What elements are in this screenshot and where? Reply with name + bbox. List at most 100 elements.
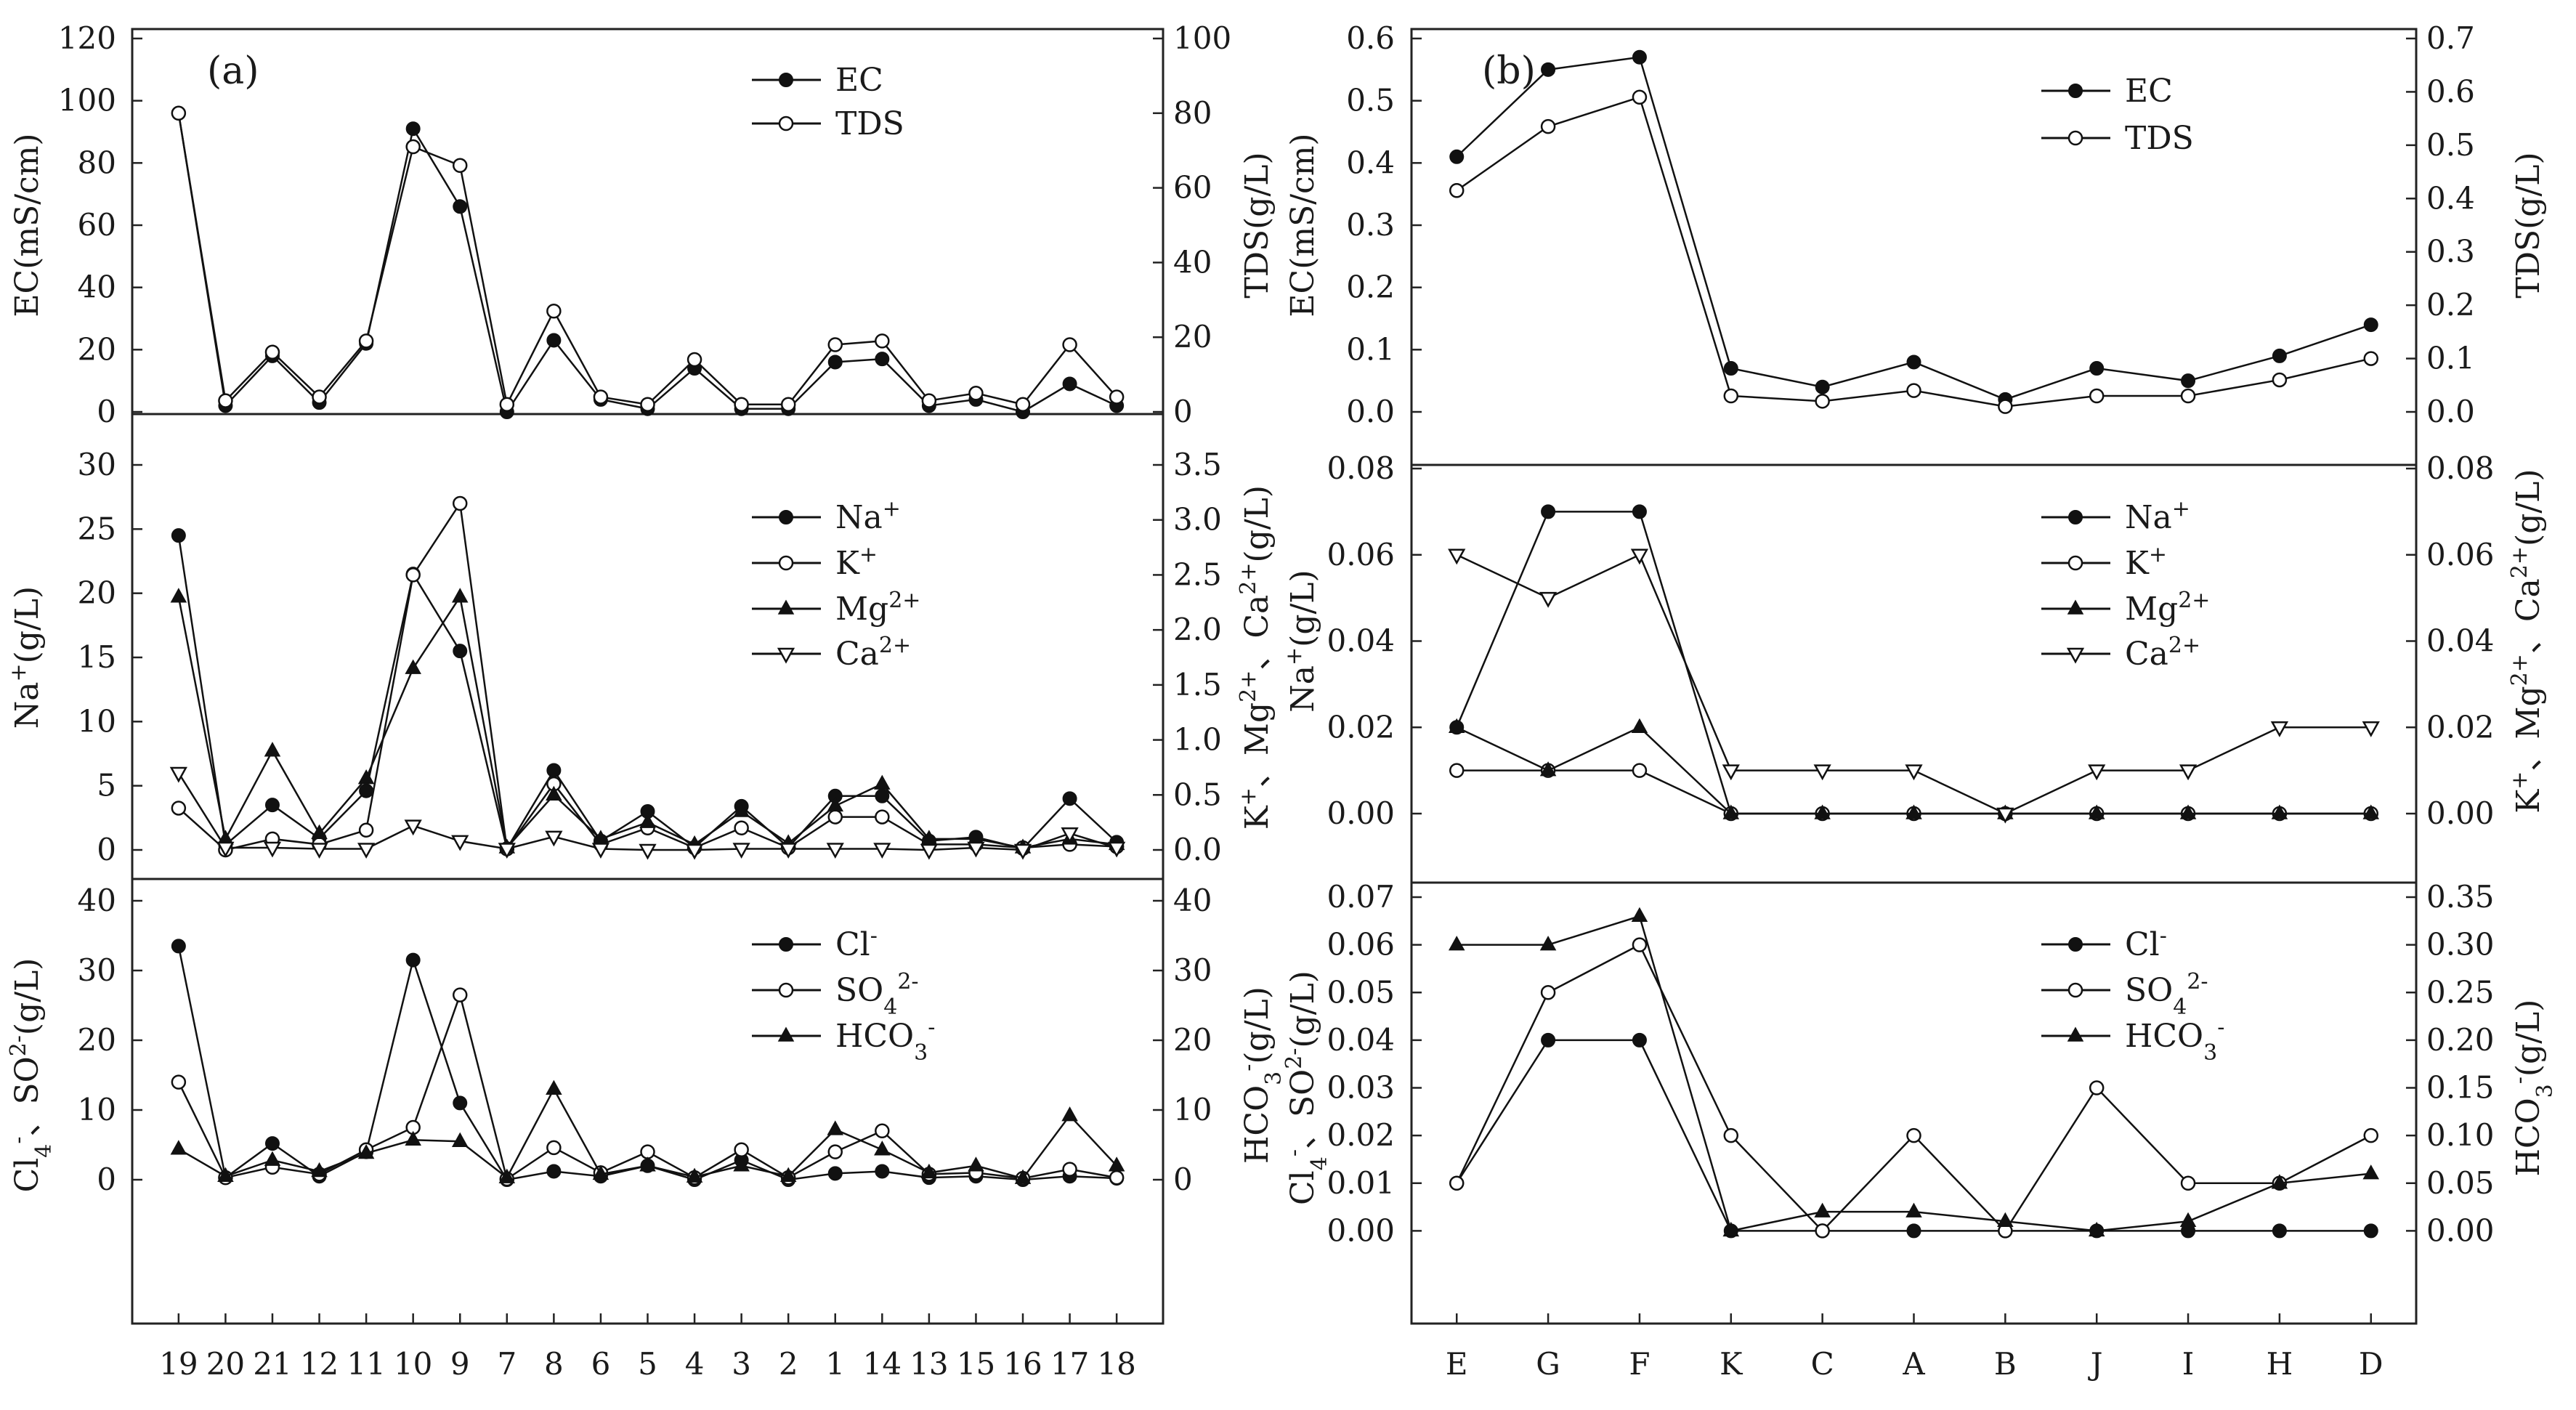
- y-tick-label-right: 2.5: [1173, 556, 1222, 592]
- y-axis-label-right-part: TDS(g/L): [1239, 152, 1276, 298]
- legend-label: Na+: [2125, 496, 2190, 537]
- data-point: [263, 841, 282, 858]
- subplot-2: 0510152025300.00.51.01.52.02.53.03.5Na+(…: [6, 447, 1276, 867]
- data-point: [2088, 1221, 2105, 1237]
- y-tick-label-right: 0: [1173, 1162, 1193, 1197]
- y-tick-label-left: 10: [78, 703, 116, 739]
- legend-label-part: 4: [2173, 994, 2187, 1020]
- legend-label-part: -: [870, 923, 878, 949]
- data-point: [405, 139, 421, 155]
- data-point: [1448, 718, 1465, 733]
- legend-label-part: EC: [2125, 73, 2173, 110]
- y-axis-label-right-part: K: [2510, 789, 2547, 814]
- data-point: [1998, 399, 2013, 414]
- data-point: [1062, 1162, 1077, 1177]
- y-tick-label-left: 0.2: [1346, 270, 1395, 305]
- x-tick-label: 12: [300, 1346, 339, 1382]
- x-tick-label: 3: [732, 1346, 751, 1382]
- y-axis-label-left: Cl4-、SO2-(g/L): [1281, 971, 1332, 1205]
- data-point: [1905, 1202, 1922, 1217]
- y-axis-label-left-part: EC(mS/cm): [9, 133, 46, 317]
- data-point: [779, 1167, 797, 1182]
- series-Mg2+: [1448, 718, 2380, 819]
- data-point: [405, 1130, 421, 1146]
- data-point: [453, 199, 468, 214]
- y-axis-label-right-part: HCO: [2510, 1098, 2547, 1176]
- x-tick-label: K: [1720, 1346, 1743, 1382]
- legend-label: Mg2+: [2125, 588, 2210, 628]
- legend-label: Ca2+: [835, 633, 911, 673]
- y-tick-label-left: 25: [78, 511, 116, 546]
- y-tick-label-left: 0.01: [1327, 1165, 1395, 1201]
- y-axis-label-left-part: (g/L): [1284, 570, 1321, 647]
- y-tick-label-right: 40: [1173, 244, 1212, 280]
- y-axis-label-right-part: TDS(g/L): [2510, 152, 2547, 298]
- data-point: [1540, 118, 1556, 134]
- data-point: [452, 495, 468, 511]
- legend-label: Cl-: [835, 923, 878, 964]
- data-point: [451, 1132, 469, 1147]
- series-line: [177, 113, 1118, 408]
- data-point: [1813, 764, 1831, 781]
- legend-label-part: -: [2160, 923, 2167, 949]
- data-point: [2362, 721, 2380, 737]
- legend-label: TDS: [2125, 120, 2194, 157]
- x-tick-label: F: [1629, 1346, 1650, 1382]
- data-point: [1448, 936, 1465, 951]
- data-point: [827, 337, 843, 352]
- y-axis-label-left-part: 2-: [6, 1035, 31, 1056]
- y-tick-label-right: 100: [1173, 20, 1231, 56]
- data-point: [2363, 351, 2379, 366]
- legend-marker: [779, 73, 793, 87]
- data-point: [686, 352, 702, 368]
- data-point: [1015, 397, 1031, 412]
- legend: EC TDS: [752, 62, 904, 142]
- legend-marker: [2068, 510, 2083, 524]
- x-tick-label: 9: [450, 1346, 470, 1382]
- data-point: [1632, 763, 1648, 778]
- data-point: [2089, 388, 2105, 404]
- y-axis-label-left-part: 2-: [1281, 1048, 1307, 1069]
- data-point: [452, 158, 468, 174]
- y-tick-label-left: 0.06: [1327, 537, 1395, 572]
- y-tick-label-right: 0.15: [2426, 1070, 2495, 1106]
- x-tick-label: 7: [497, 1346, 517, 1382]
- data-point: [1631, 907, 1648, 922]
- series-line: [177, 113, 1117, 415]
- y-tick-label-right: 0.6: [2426, 73, 2475, 109]
- y-axis-label-left-part: (g/L): [9, 586, 46, 664]
- data-point: [875, 1123, 890, 1139]
- legend-marker: [2067, 555, 2083, 571]
- data-point: [545, 830, 563, 847]
- data-point: [593, 389, 609, 405]
- x-tick-label: 17: [1050, 1346, 1089, 1382]
- data-point: [2180, 1175, 2196, 1191]
- data-point: [640, 1144, 655, 1159]
- data-point: [2271, 804, 2288, 819]
- data-point: [357, 843, 376, 859]
- panel-b: (b)E G F K C A B J I H D0.00.10.20.30.40.50.60.00.…: [1281, 20, 2558, 1382]
- legend-label-part: 2-: [897, 969, 918, 994]
- data-point: [875, 809, 890, 824]
- panel-a: (a)19 20 21 12 11 10 9 7 8 6 5 4 3 2 1 14 13 15 16 17 180204…: [6, 20, 1287, 1382]
- data-point: [780, 397, 796, 412]
- data-point: [357, 769, 375, 785]
- y-tick-label-left: 0.04: [1327, 623, 1395, 659]
- x-tick-label: 19: [159, 1346, 198, 1382]
- data-point: [1108, 1156, 1125, 1172]
- data-point: [171, 105, 187, 121]
- data-point: [546, 785, 562, 801]
- data-point: [498, 1168, 516, 1183]
- y-axis-label-left-part: 、SO: [9, 1056, 46, 1136]
- y-tick-label-right: 0.20: [2426, 1022, 2495, 1058]
- data-point: [1449, 763, 1465, 778]
- y-tick-label-right: 0.0: [2426, 394, 2475, 429]
- data-point: [733, 1156, 750, 1172]
- data-point: [1014, 1169, 1032, 1184]
- data-point: [1013, 843, 1032, 860]
- legend-marker: [778, 116, 794, 131]
- legend-label-part: Cl: [2125, 926, 2160, 963]
- y-tick-label-right: 3.5: [1173, 447, 1222, 482]
- y-tick-label-right: 0.06: [2426, 537, 2495, 572]
